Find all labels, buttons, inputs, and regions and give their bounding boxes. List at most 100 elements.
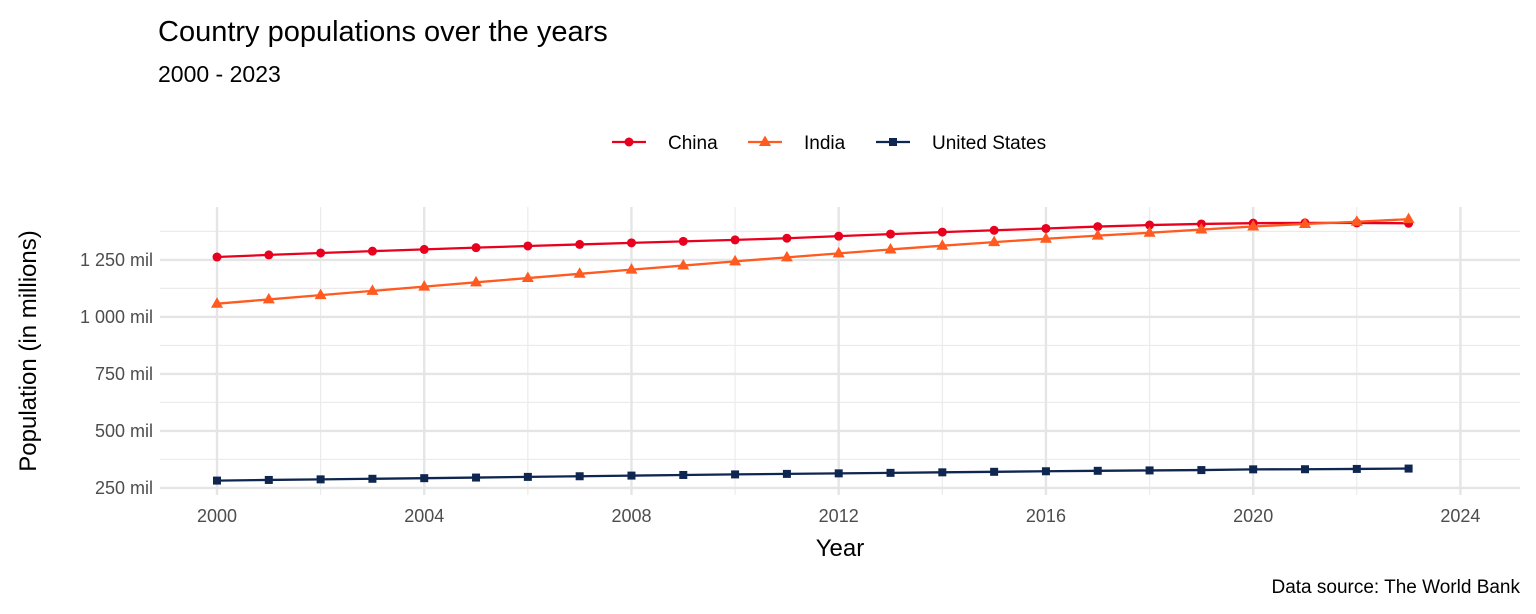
data-point: [780, 250, 793, 262]
data-point: [677, 259, 690, 270]
data-point: [1143, 226, 1156, 237]
chart-subtitle: 2000 - 2023: [158, 61, 281, 87]
data-point: [729, 254, 742, 266]
data-point: [626, 238, 636, 248]
data-point: [1300, 465, 1309, 474]
data-point: [1402, 212, 1415, 224]
data-point: [212, 476, 221, 485]
data-point: [730, 235, 740, 245]
data-point: [573, 267, 586, 278]
data-point: [210, 297, 223, 308]
data-point: [886, 468, 895, 477]
x-tick-label: 2000: [197, 506, 237, 526]
data-point: [989, 225, 999, 235]
x-tick-label: 2012: [819, 506, 859, 526]
data-point: [936, 239, 949, 250]
x-tick-label: 2008: [611, 506, 651, 526]
x-tick-label: 2004: [404, 506, 444, 526]
data-point: [1093, 222, 1103, 232]
x-tick-label: 2020: [1233, 506, 1273, 526]
data-point: [782, 469, 791, 478]
data-point: [1145, 220, 1155, 230]
data-point: [472, 473, 481, 482]
data-point: [575, 472, 584, 481]
data-point: [419, 244, 429, 254]
y-tick-label: 1 000 mil: [80, 307, 153, 327]
data-point: [521, 271, 534, 283]
data-point: [264, 250, 274, 260]
y-tick-label: 1 250 mil: [80, 250, 153, 270]
data-point: [264, 475, 273, 484]
data-point: [212, 252, 222, 262]
y-tick-label: 500 mil: [95, 421, 153, 441]
data-point: [314, 288, 327, 300]
legend-key-marker: [759, 135, 771, 146]
x-axis: 2000 2004 2008 2012 2016 2020 2024: [197, 506, 1480, 526]
data-point: [1041, 223, 1051, 233]
series-united-states: [212, 464, 1413, 485]
data-point: [832, 246, 845, 258]
data-point: [1145, 466, 1154, 475]
data-point: [679, 470, 688, 479]
data-point: [1091, 229, 1104, 240]
data-point: [262, 292, 275, 304]
data-point: [1197, 466, 1206, 475]
data-point: [368, 474, 377, 483]
y-axis: 250 mil 500 mil 750 mil 1 000 mil 1 250 mil: [80, 250, 153, 498]
data-point: [366, 284, 379, 295]
data-point: [1041, 467, 1050, 476]
data-point: [1247, 220, 1260, 231]
data-point: [1093, 466, 1102, 475]
data-point: [316, 248, 326, 258]
legend-item: India: [748, 133, 846, 154]
data-point: [1298, 217, 1311, 228]
data-point: [367, 246, 377, 256]
data-point: [782, 233, 792, 243]
data-point: [1249, 465, 1258, 474]
data-point: [1352, 464, 1361, 473]
series-layer: [210, 212, 1415, 485]
legend-key-marker: [624, 137, 634, 147]
legend-item: China: [612, 133, 718, 154]
series-line: [216, 221, 1409, 259]
legend: China India United States: [612, 133, 1046, 154]
data-point: [1195, 223, 1208, 234]
grid: [160, 207, 1520, 495]
legend-label: United States: [932, 133, 1046, 154]
data-point: [886, 229, 896, 239]
data-point: [990, 467, 999, 476]
y-tick-label: 250 mil: [95, 478, 153, 498]
x-tick-label: 2016: [1026, 506, 1066, 526]
legend-label: India: [804, 133, 846, 154]
legend-key-marker: [889, 138, 897, 146]
data-point: [575, 239, 585, 249]
data-point: [627, 471, 636, 480]
data-point: [731, 470, 740, 479]
data-point: [1039, 232, 1052, 243]
data-point: [625, 263, 638, 274]
data-point: [884, 242, 897, 254]
data-point: [470, 275, 483, 287]
series-line: [216, 218, 1409, 305]
data-point: [678, 236, 688, 246]
data-point: [938, 468, 947, 477]
y-tick-label: 750 mil: [95, 364, 153, 384]
x-axis-label: Year: [816, 535, 865, 562]
series-line: [216, 467, 1409, 482]
legend-item: United States: [876, 133, 1046, 154]
data-point: [523, 241, 533, 251]
legend-label: China: [668, 133, 718, 154]
data-point: [937, 227, 947, 237]
x-tick-label: 2024: [1440, 506, 1480, 526]
data-point: [834, 231, 844, 241]
data-point: [1350, 215, 1363, 226]
caption: Data source: The World Bank: [1271, 577, 1520, 598]
data-point: [834, 469, 843, 478]
y-axis-label: Population (in millions): [15, 230, 42, 471]
data-point: [420, 474, 429, 483]
chart-title: Country populations over the years: [158, 16, 608, 48]
data-point: [418, 280, 431, 291]
data-point: [523, 472, 532, 481]
series-india: [210, 212, 1415, 308]
